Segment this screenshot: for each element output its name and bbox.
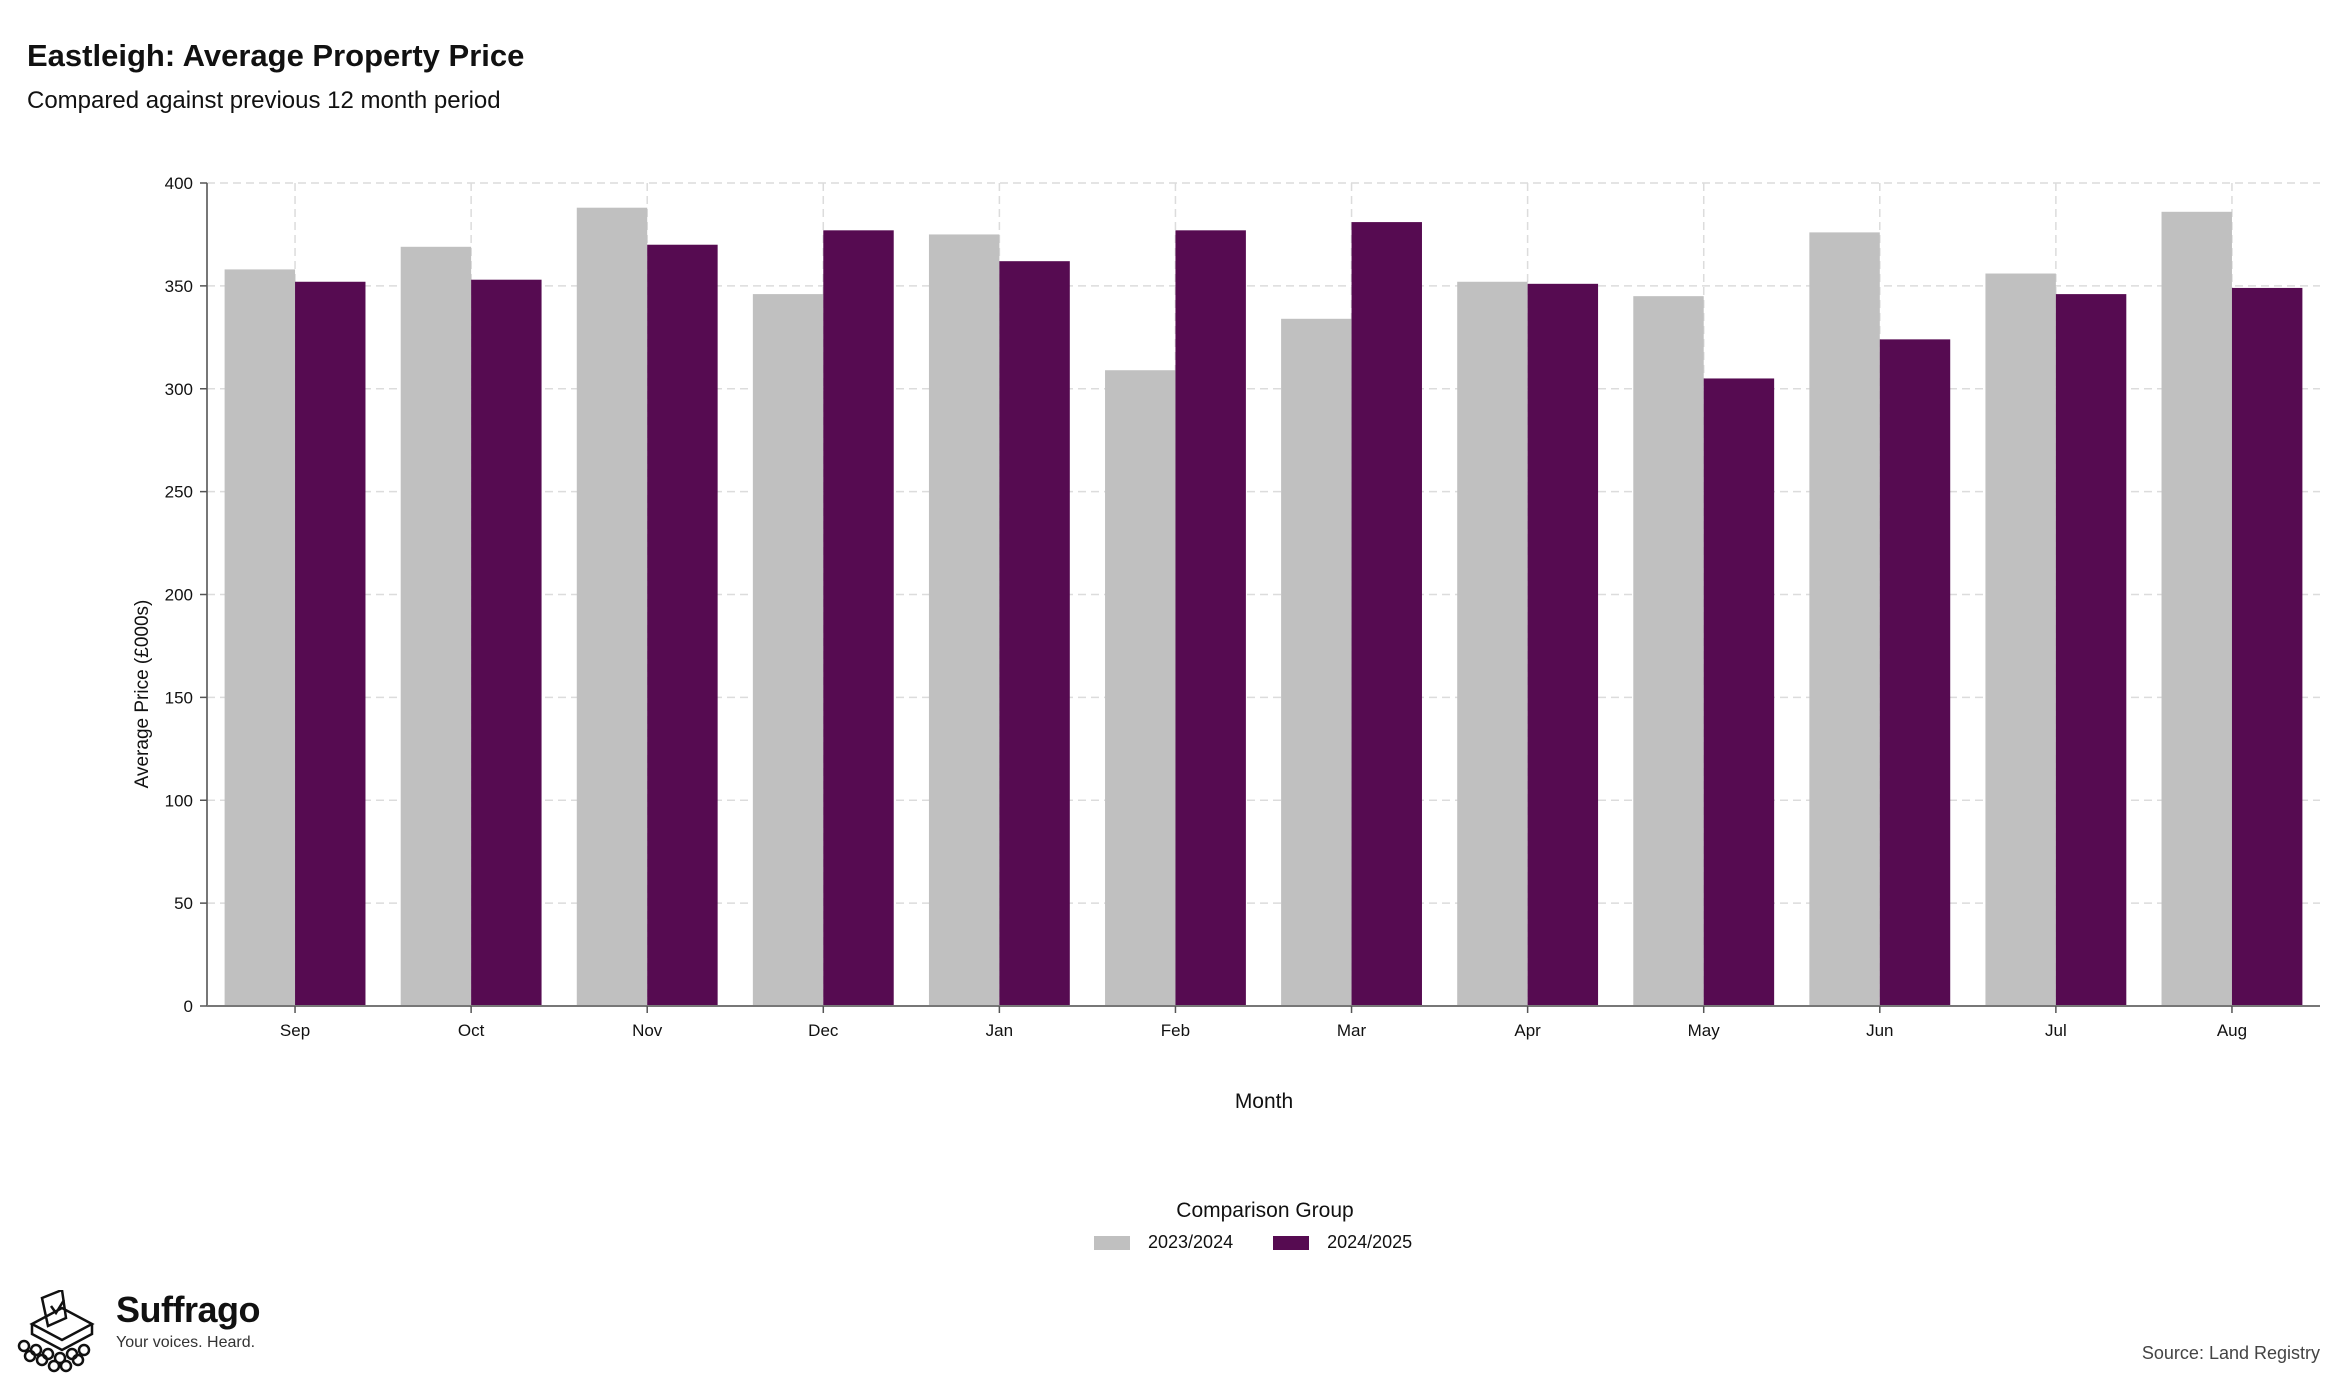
bar-2023-2024-jan	[928, 234, 1000, 1006]
legend-item-2024-2025: 2024/2025	[1273, 1232, 1412, 1253]
legend-label-2023-2024: 2023/2024	[1148, 1232, 1234, 1252]
bar-2023-2024-sep	[224, 269, 296, 1006]
x-axis-ticks: Sep Oct Nov Dec Jan Feb Mar Apr May Jun Jul Aug	[280, 1006, 2247, 1040]
x-tick-label: Jan	[986, 1021, 1013, 1040]
y-axis-label: Average Price (£000s)	[132, 600, 153, 789]
bar-2024-2025-aug	[2231, 287, 2303, 1006]
bar-2024-2025-sep	[295, 281, 366, 1006]
bar-2023-2024-feb	[1105, 370, 1176, 1006]
x-tick-label: Sep	[280, 1021, 310, 1040]
brand-name: Suffrago	[116, 1289, 261, 1330]
y-tick-label: 0	[184, 997, 193, 1016]
bar-2024-2025-jan	[999, 261, 1070, 1006]
y-tick-label: 100	[165, 791, 193, 810]
x-tick-label: Apr	[1514, 1021, 1541, 1040]
bar-2024-2025-jun	[1879, 339, 1951, 1006]
bar-2024-2025-oct	[471, 279, 542, 1006]
bar-2024-2025-may	[1703, 378, 1775, 1006]
x-tick-label: Feb	[1161, 1021, 1190, 1040]
x-tick-label: Jun	[1866, 1021, 1893, 1040]
legend-swatch-2024-2025	[1273, 1235, 1310, 1250]
bar-2023-2024-oct	[400, 246, 472, 1007]
legend-swatch-2023-2024	[1094, 1235, 1130, 1250]
x-tick-label: Oct	[458, 1021, 485, 1040]
x-tick-label: Jul	[2045, 1021, 2067, 1040]
bars	[224, 207, 2303, 1007]
bar-2023-2024-apr	[1457, 281, 1528, 1006]
y-tick-label: 50	[174, 894, 193, 913]
bar-2024-2025-mar	[1351, 222, 1422, 1006]
legend-item-2023-2024: 2023/2024	[1094, 1232, 1233, 1253]
bar-2024-2025-nov	[647, 244, 718, 1007]
x-tick-label: Aug	[2217, 1021, 2247, 1040]
x-tick-label: May	[1688, 1021, 1721, 1040]
x-tick-label: Dec	[808, 1021, 839, 1040]
bar-2023-2024-aug	[2161, 211, 2232, 1006]
bar-2024-2025-dec	[823, 230, 894, 1006]
legend-label-2024-2025: 2024/2025	[1327, 1232, 1413, 1252]
y-tick-label: 200	[165, 586, 193, 605]
bar-2024-2025-apr	[1527, 283, 1599, 1006]
y-tick-label: 350	[165, 277, 193, 296]
bar-2023-2024-nov	[576, 207, 648, 1006]
chart-subtitle: Compared against previous 12 month perio…	[27, 87, 501, 114]
bar-2023-2024-jun	[1809, 232, 1880, 1006]
bar-2023-2024-mar	[1281, 318, 1352, 1006]
x-axis-label: Month	[1235, 1090, 1293, 1113]
bar-2023-2024-jul	[1985, 273, 2056, 1006]
bar-2024-2025-jul	[2055, 294, 2127, 1007]
brand-tagline: Your voices. Heard.	[116, 1334, 256, 1351]
legend: 2023/2024 2024/2025	[1094, 1232, 1452, 1253]
y-tick-label: 300	[165, 380, 193, 399]
y-tick-label: 150	[165, 688, 193, 707]
brand-logo: Suffrago Your voices. Heard.	[14, 1289, 261, 1374]
bar-2023-2024-may	[1633, 296, 1704, 1007]
source-note: Source: Land Registry	[2141, 1343, 2320, 1363]
ballot-box-icon	[17, 1290, 95, 1373]
legend-title: Comparison Group	[1176, 1199, 1354, 1222]
bar-2023-2024-dec	[752, 294, 824, 1007]
x-tick-label: Nov	[632, 1021, 663, 1040]
bar-chart: 0 50 100 150 200 250 300 350 400 Sep Oct Nov Dec Jan…	[132, 174, 2320, 1113]
chart-title: Eastleigh: Average Property Price	[27, 38, 525, 73]
bar-2024-2025-feb	[1175, 230, 1246, 1006]
y-axis-ticks: 0 50 100 150 200 250 300 350 400	[165, 174, 207, 1016]
x-tick-label: Mar	[1337, 1021, 1367, 1040]
y-tick-label: 250	[165, 483, 193, 502]
y-tick-label: 400	[165, 174, 193, 193]
